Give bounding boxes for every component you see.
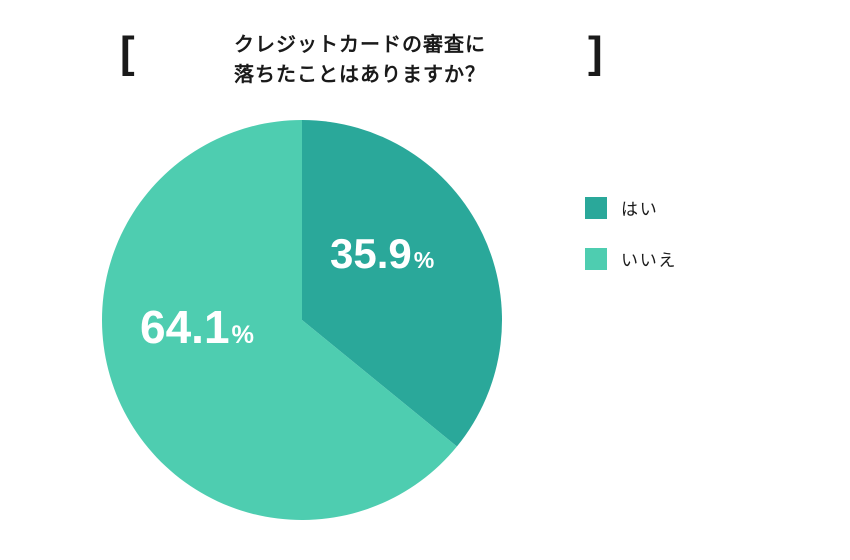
chart-container: [ ] クレジットカードの審査に 落ちたことはありますか？ はいいいえ 35.9…	[0, 0, 850, 560]
pie-slice-label: 35.9%	[330, 230, 434, 278]
percent-symbol: %	[414, 247, 435, 274]
legend: はいいいえ	[585, 195, 677, 297]
legend-label: はい	[621, 195, 658, 220]
pie-slice-value: 35.9	[330, 230, 412, 278]
legend-item: いいえ	[585, 246, 677, 271]
legend-label: いいえ	[621, 246, 677, 271]
legend-swatch	[585, 248, 607, 270]
pie-slice-label: 64.1%	[140, 300, 254, 354]
legend-swatch	[585, 197, 607, 219]
percent-symbol: %	[232, 321, 255, 350]
legend-item: はい	[585, 195, 677, 220]
pie-chart	[0, 0, 850, 560]
pie-slice-value: 64.1	[140, 300, 230, 354]
